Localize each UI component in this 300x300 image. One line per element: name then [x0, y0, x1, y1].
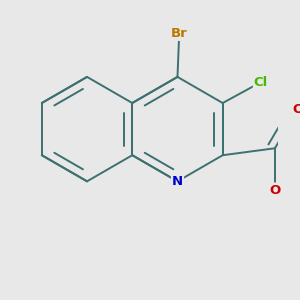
Text: N: N [172, 175, 183, 188]
Text: Br: Br [171, 27, 188, 40]
Text: Cl: Cl [254, 76, 268, 88]
Text: O: O [269, 184, 281, 196]
Text: O: O [292, 103, 300, 116]
